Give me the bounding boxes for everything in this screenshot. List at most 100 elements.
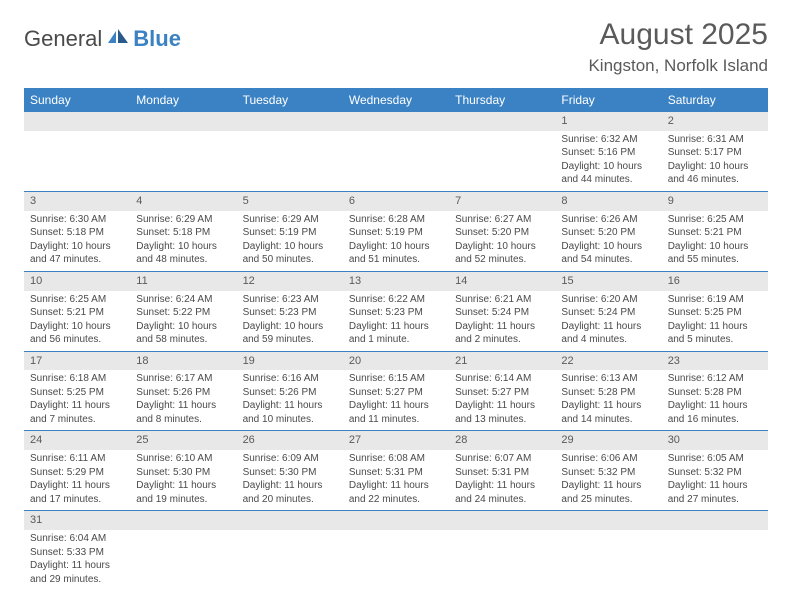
weekday-header: Thursday [449, 88, 555, 112]
sunset-line: Sunset: 5:19 PM [243, 226, 337, 240]
day-details: Sunrise: 6:24 AMSunset: 5:22 PMDaylight:… [130, 291, 236, 351]
calendar-row: 17Sunrise: 6:18 AMSunset: 5:25 PMDayligh… [24, 351, 768, 431]
sunset-line: Sunset: 5:16 PM [561, 146, 655, 160]
calendar-cell: 1Sunrise: 6:32 AMSunset: 5:16 PMDaylight… [555, 112, 661, 191]
daylight-line: Daylight: 11 hours and 22 minutes. [349, 479, 443, 506]
weekday-header: Wednesday [343, 88, 449, 112]
sunrise-line: Sunrise: 6:27 AM [455, 213, 549, 227]
day-number-empty [24, 112, 130, 131]
daylight-line: Daylight: 11 hours and 14 minutes. [561, 399, 655, 426]
sunset-line: Sunset: 5:18 PM [136, 226, 230, 240]
calendar-cell [662, 511, 768, 590]
daylight-line: Daylight: 10 hours and 48 minutes. [136, 240, 230, 267]
day-details: Sunrise: 6:20 AMSunset: 5:24 PMDaylight:… [555, 291, 661, 351]
calendar-cell: 23Sunrise: 6:12 AMSunset: 5:28 PMDayligh… [662, 351, 768, 431]
daylight-line: Daylight: 11 hours and 20 minutes. [243, 479, 337, 506]
page-header: General Blue August 2025 Kingston, Norfo… [24, 18, 768, 76]
daylight-line: Daylight: 11 hours and 11 minutes. [349, 399, 443, 426]
sunset-line: Sunset: 5:30 PM [243, 466, 337, 480]
daylight-line: Daylight: 10 hours and 51 minutes. [349, 240, 443, 267]
day-details: Sunrise: 6:26 AMSunset: 5:20 PMDaylight:… [555, 211, 661, 271]
daylight-line: Daylight: 11 hours and 24 minutes. [455, 479, 549, 506]
calendar-cell: 16Sunrise: 6:19 AMSunset: 5:25 PMDayligh… [662, 271, 768, 351]
day-number: 27 [343, 431, 449, 450]
day-number: 5 [237, 192, 343, 211]
day-number-empty [343, 511, 449, 530]
daylight-line: Daylight: 10 hours and 44 minutes. [561, 160, 655, 187]
day-details: Sunrise: 6:32 AMSunset: 5:16 PMDaylight:… [555, 131, 661, 191]
calendar-cell: 11Sunrise: 6:24 AMSunset: 5:22 PMDayligh… [130, 271, 236, 351]
daylight-line: Daylight: 11 hours and 7 minutes. [30, 399, 124, 426]
sunset-line: Sunset: 5:27 PM [455, 386, 549, 400]
sunset-line: Sunset: 5:28 PM [561, 386, 655, 400]
daylight-line: Daylight: 11 hours and 1 minute. [349, 320, 443, 347]
daylight-line: Daylight: 10 hours and 59 minutes. [243, 320, 337, 347]
daylight-line: Daylight: 11 hours and 17 minutes. [30, 479, 124, 506]
sail-icon [106, 29, 130, 45]
day-details: Sunrise: 6:12 AMSunset: 5:28 PMDaylight:… [662, 370, 768, 430]
day-number: 18 [130, 352, 236, 371]
day-details: Sunrise: 6:28 AMSunset: 5:19 PMDaylight:… [343, 211, 449, 271]
calendar-row: 3Sunrise: 6:30 AMSunset: 5:18 PMDaylight… [24, 191, 768, 271]
day-number: 9 [662, 192, 768, 211]
calendar-cell [449, 112, 555, 191]
sunset-line: Sunset: 5:20 PM [455, 226, 549, 240]
day-number: 17 [24, 352, 130, 371]
sunrise-line: Sunrise: 6:07 AM [455, 452, 549, 466]
daylight-line: Daylight: 11 hours and 16 minutes. [668, 399, 762, 426]
sunset-line: Sunset: 5:28 PM [668, 386, 762, 400]
day-number: 22 [555, 352, 661, 371]
calendar-table: SundayMondayTuesdayWednesdayThursdayFrid… [24, 88, 768, 590]
sunset-line: Sunset: 5:25 PM [668, 306, 762, 320]
day-number: 6 [343, 192, 449, 211]
sunrise-line: Sunrise: 6:14 AM [455, 372, 549, 386]
day-details: Sunrise: 6:29 AMSunset: 5:18 PMDaylight:… [130, 211, 236, 271]
day-details: Sunrise: 6:13 AMSunset: 5:28 PMDaylight:… [555, 370, 661, 430]
sunset-line: Sunset: 5:21 PM [668, 226, 762, 240]
sunrise-line: Sunrise: 6:05 AM [668, 452, 762, 466]
sunrise-line: Sunrise: 6:10 AM [136, 452, 230, 466]
day-details: Sunrise: 6:05 AMSunset: 5:32 PMDaylight:… [662, 450, 768, 510]
day-number: 31 [24, 511, 130, 530]
sunset-line: Sunset: 5:26 PM [243, 386, 337, 400]
day-number-empty [343, 112, 449, 131]
sunrise-line: Sunrise: 6:15 AM [349, 372, 443, 386]
daylight-line: Daylight: 10 hours and 47 minutes. [30, 240, 124, 267]
calendar-cell: 27Sunrise: 6:08 AMSunset: 5:31 PMDayligh… [343, 431, 449, 511]
day-number: 10 [24, 272, 130, 291]
day-details: Sunrise: 6:07 AMSunset: 5:31 PMDaylight:… [449, 450, 555, 510]
day-number: 1 [555, 112, 661, 131]
day-details: Sunrise: 6:29 AMSunset: 5:19 PMDaylight:… [237, 211, 343, 271]
day-details: Sunrise: 6:17 AMSunset: 5:26 PMDaylight:… [130, 370, 236, 430]
daylight-line: Daylight: 11 hours and 5 minutes. [668, 320, 762, 347]
day-details: Sunrise: 6:22 AMSunset: 5:23 PMDaylight:… [343, 291, 449, 351]
sunset-line: Sunset: 5:30 PM [136, 466, 230, 480]
daylight-line: Daylight: 11 hours and 13 minutes. [455, 399, 549, 426]
calendar-cell: 25Sunrise: 6:10 AMSunset: 5:30 PMDayligh… [130, 431, 236, 511]
calendar-cell [555, 511, 661, 590]
day-details: Sunrise: 6:27 AMSunset: 5:20 PMDaylight:… [449, 211, 555, 271]
day-number: 8 [555, 192, 661, 211]
day-number-empty [130, 511, 236, 530]
day-number: 29 [555, 431, 661, 450]
sunrise-line: Sunrise: 6:11 AM [30, 452, 124, 466]
calendar-cell: 17Sunrise: 6:18 AMSunset: 5:25 PMDayligh… [24, 351, 130, 431]
sunrise-line: Sunrise: 6:18 AM [30, 372, 124, 386]
sunset-line: Sunset: 5:23 PM [349, 306, 443, 320]
calendar-body: 1Sunrise: 6:32 AMSunset: 5:16 PMDaylight… [24, 112, 768, 590]
day-number: 23 [662, 352, 768, 371]
sunset-line: Sunset: 5:24 PM [561, 306, 655, 320]
day-details: Sunrise: 6:18 AMSunset: 5:25 PMDaylight:… [24, 370, 130, 430]
sunrise-line: Sunrise: 6:31 AM [668, 133, 762, 147]
sunrise-line: Sunrise: 6:04 AM [30, 532, 124, 546]
sunrise-line: Sunrise: 6:22 AM [349, 293, 443, 307]
sunset-line: Sunset: 5:33 PM [30, 546, 124, 560]
sunrise-line: Sunrise: 6:16 AM [243, 372, 337, 386]
sunrise-line: Sunrise: 6:29 AM [243, 213, 337, 227]
sunrise-line: Sunrise: 6:09 AM [243, 452, 337, 466]
day-details: Sunrise: 6:23 AMSunset: 5:23 PMDaylight:… [237, 291, 343, 351]
day-number-empty [555, 511, 661, 530]
calendar-cell [343, 511, 449, 590]
sunrise-line: Sunrise: 6:32 AM [561, 133, 655, 147]
daylight-line: Daylight: 10 hours and 56 minutes. [30, 320, 124, 347]
